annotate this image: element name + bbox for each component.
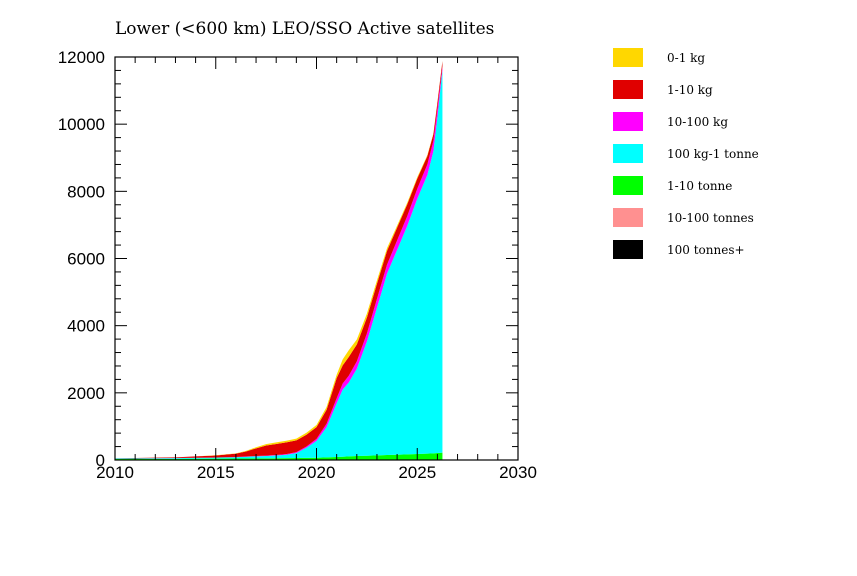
area-1-10-tonne — [115, 452, 443, 460]
x-tick-label: 2015 — [197, 463, 235, 482]
legend-swatch — [613, 144, 643, 163]
legend-label: 100 kg-1 tonne — [667, 147, 759, 161]
legend-swatch — [613, 240, 643, 259]
legend-label: 1-10 tonne — [667, 179, 732, 193]
area-series-layer — [115, 60, 443, 460]
x-tick-label: 2025 — [398, 463, 436, 482]
y-tick-label: 0 — [96, 451, 105, 470]
x-tick-label: 2010 — [96, 463, 134, 482]
y-tick-label: 10000 — [58, 115, 105, 134]
legend: 0-1 kg 1-10 kg 10-100 kg 100 kg-1 tonne 1-10… — [613, 48, 759, 259]
x-tick-label: 2020 — [298, 463, 336, 482]
legend-swatch — [613, 80, 643, 99]
chart-title: Lower (<600 km) LEO/SSO Active satellite… — [115, 19, 494, 39]
legend-label: 0-1 kg — [667, 51, 705, 65]
y-tick-label: 6000 — [67, 250, 105, 269]
legend-swatch — [613, 208, 643, 227]
y-tick-label: 12000 — [58, 48, 105, 67]
axes-layer: 2010 2015 2020 2025 2030 0 2000 4000 6000 8000 100… — [58, 48, 537, 482]
y-tick-label: 8000 — [67, 182, 105, 201]
x-tick-label: 2030 — [499, 463, 537, 482]
legend-label: 100 tonnes+ — [667, 243, 745, 257]
plot-frame — [114, 56, 519, 461]
y-tick-label: 2000 — [67, 384, 105, 403]
y-tick-label: 4000 — [67, 317, 105, 336]
legend-swatch — [613, 112, 643, 131]
legend-swatch — [613, 48, 643, 67]
area-100-kg-1-tonne — [115, 69, 443, 460]
legend-swatch — [613, 176, 643, 195]
legend-label: 1-10 kg — [667, 83, 713, 97]
legend-label: 10-100 tonnes — [667, 211, 754, 225]
legend-label: 10-100 kg — [667, 115, 728, 129]
